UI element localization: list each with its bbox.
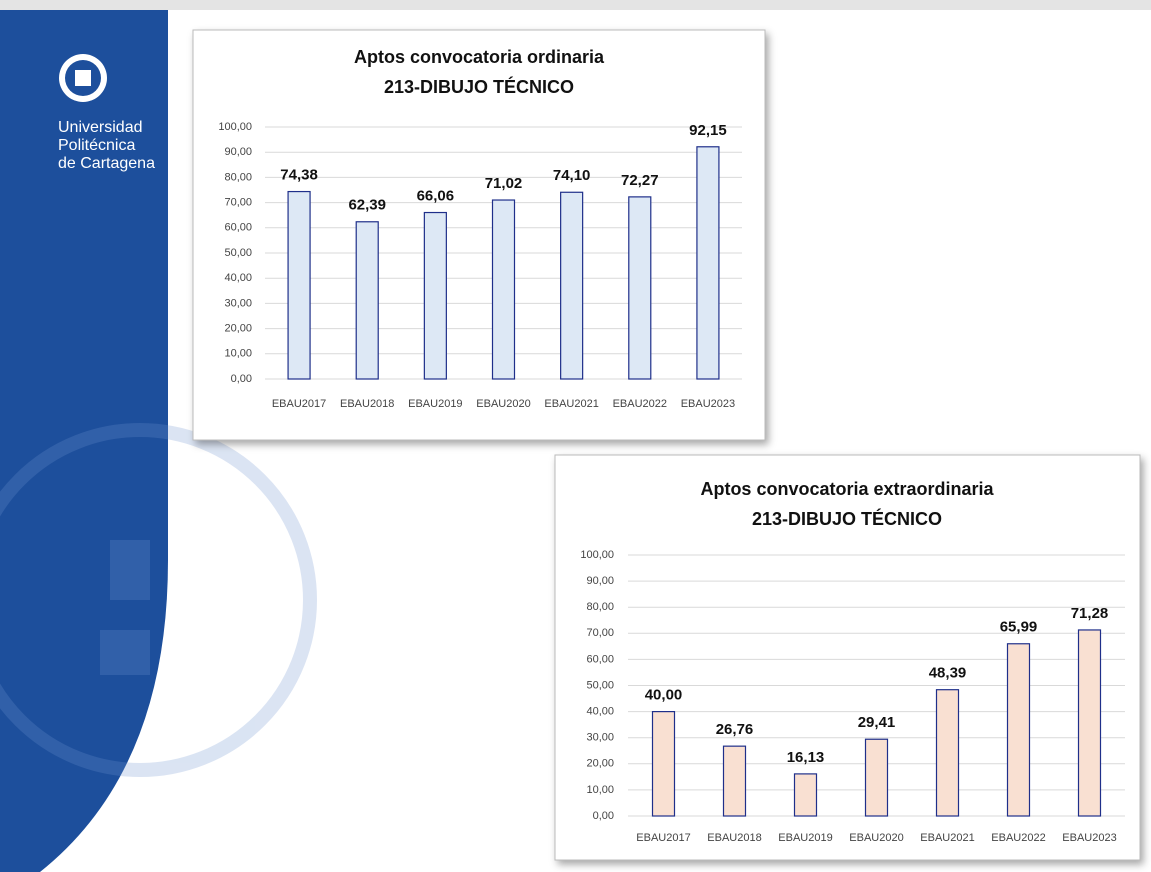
y-tick-label: 70,00 — [224, 197, 252, 209]
bar — [491, 199, 516, 380]
value-label: 65,99 — [1000, 619, 1038, 636]
x-tick-label: EBAU2023 — [1062, 832, 1116, 844]
value-label: 62,39 — [348, 197, 386, 214]
y-tick-label: 90,00 — [224, 146, 252, 158]
y-tick-label: 80,00 — [224, 171, 252, 183]
y-tick-label: 0,00 — [231, 373, 252, 385]
y-tick-label: 10,00 — [224, 348, 252, 360]
value-label: 71,02 — [485, 175, 523, 192]
value-label: 66,06 — [417, 187, 455, 204]
y-tick-label: 40,00 — [586, 706, 614, 718]
chart-title: 213-DIBUJO TÉCNICO — [384, 76, 574, 97]
brand-line: Universidad — [58, 119, 142, 136]
y-tick-label: 50,00 — [586, 679, 614, 691]
bar — [935, 689, 960, 817]
bar — [1077, 629, 1102, 817]
value-label: 16,13 — [787, 749, 825, 766]
y-tick-label: 20,00 — [586, 758, 614, 770]
value-label: 71,28 — [1071, 605, 1109, 622]
value-label: 72,27 — [621, 172, 659, 189]
value-label: 74,10 — [553, 167, 591, 184]
x-tick-label: EBAU2023 — [681, 398, 735, 410]
y-tick-label: 90,00 — [586, 575, 614, 587]
value-label: 48,39 — [929, 665, 967, 682]
bar — [651, 710, 676, 817]
x-tick-label: EBAU2022 — [991, 832, 1045, 844]
x-tick-label: EBAU2020 — [476, 398, 530, 410]
y-tick-label: 50,00 — [224, 247, 252, 259]
side-panel — [0, 10, 168, 872]
value-label: 40,00 — [645, 687, 683, 704]
bar — [864, 738, 889, 817]
y-tick-label: 70,00 — [586, 627, 614, 639]
bar — [628, 196, 652, 380]
x-tick-label: EBAU2020 — [849, 832, 903, 844]
y-tick-label: 30,00 — [586, 732, 614, 744]
x-tick-label: EBAU2018 — [340, 398, 394, 410]
brand-line: de Cartagena — [58, 155, 155, 172]
top-strip — [0, 0, 1151, 10]
x-tick-label: EBAU2018 — [707, 832, 761, 844]
y-tick-label: 20,00 — [224, 323, 252, 335]
bar — [696, 146, 720, 380]
y-tick-label: 60,00 — [224, 222, 252, 234]
y-tick-label: 100,00 — [580, 549, 614, 561]
y-tick-label: 80,00 — [586, 601, 614, 613]
value-label: 26,76 — [716, 721, 754, 738]
y-tick-label: 40,00 — [224, 272, 252, 284]
y-tick-label: 100,00 — [218, 121, 252, 133]
chart-title: 213-DIBUJO TÉCNICO — [752, 508, 942, 529]
x-tick-label: EBAU2022 — [613, 398, 667, 410]
bar — [793, 773, 818, 817]
x-tick-label: EBAU2021 — [544, 398, 598, 410]
emblem-watermark — [0, 423, 317, 777]
logo — [59, 54, 107, 102]
bar — [722, 745, 747, 817]
bar — [423, 211, 447, 380]
value-label: 74,38 — [280, 167, 318, 184]
value-label: 29,41 — [858, 714, 896, 731]
x-tick-label: EBAU2017 — [636, 832, 690, 844]
x-tick-label: EBAU2021 — [920, 832, 974, 844]
y-tick-label: 30,00 — [224, 297, 252, 309]
y-tick-label: 10,00 — [586, 784, 614, 796]
chart-title: Aptos convocatoria ordinaria — [354, 47, 605, 67]
x-tick-label: EBAU2019 — [408, 398, 462, 410]
bar — [287, 190, 311, 380]
bar — [1006, 643, 1031, 817]
bar — [560, 191, 584, 380]
brand-line: Politécnica — [58, 137, 135, 154]
y-tick-label: 60,00 — [586, 653, 614, 665]
x-tick-label: EBAU2019 — [778, 832, 832, 844]
x-tick-label: EBAU2017 — [272, 398, 326, 410]
value-label: 92,15 — [689, 122, 727, 139]
bar — [355, 221, 379, 380]
y-tick-label: 0,00 — [593, 810, 614, 822]
chart-title: Aptos convocatoria extraordinaria — [700, 479, 994, 499]
